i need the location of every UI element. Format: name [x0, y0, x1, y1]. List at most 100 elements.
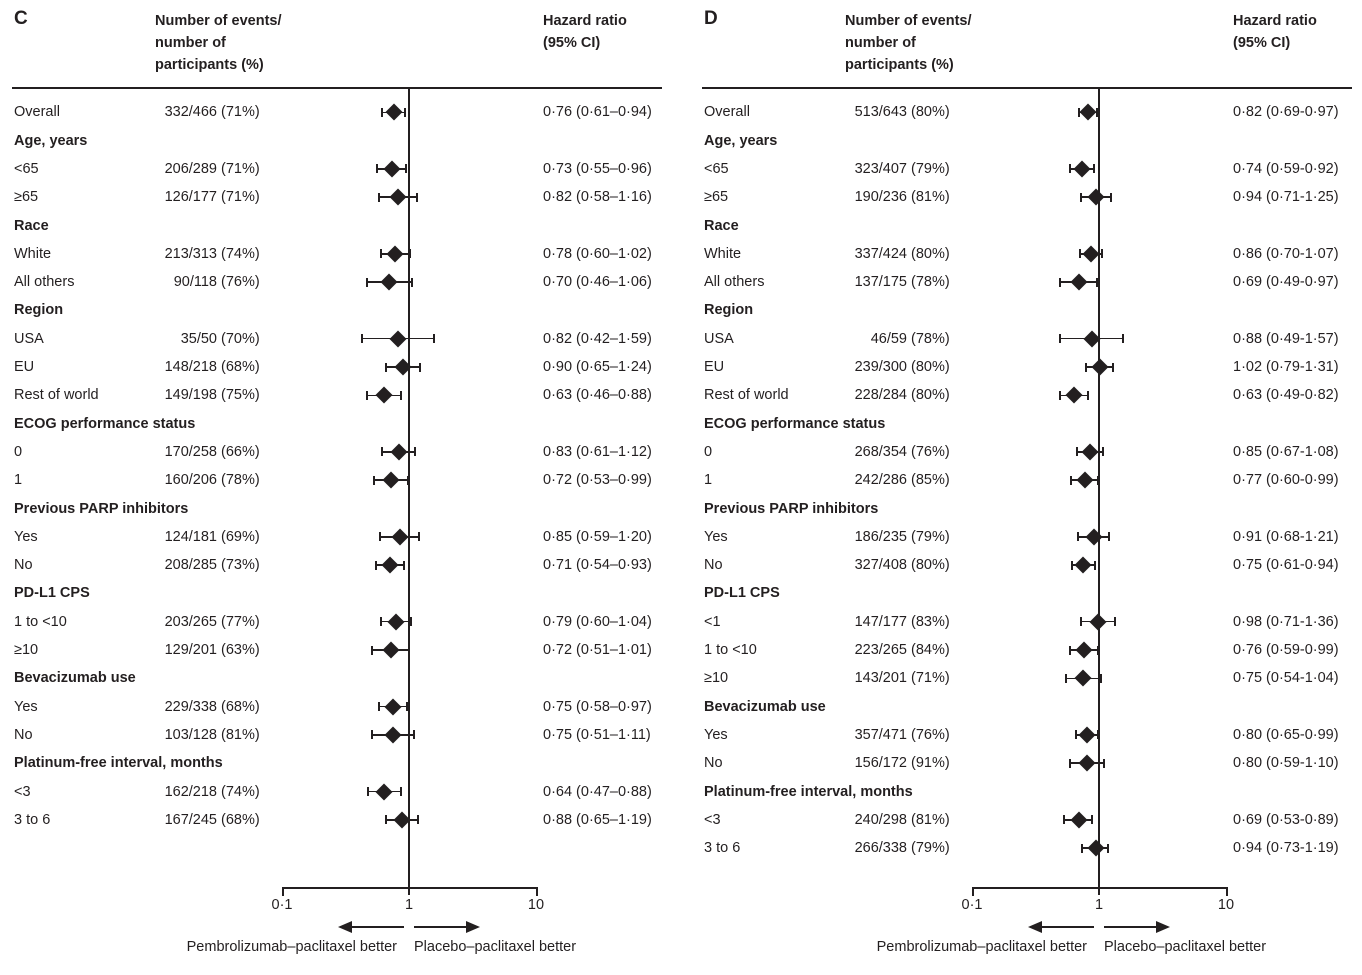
hazard-ratio-text: 0·78 (0·60–1·02) — [543, 245, 652, 262]
events-cell: 513/643 (80%) — [845, 103, 950, 121]
events-cell: 46/59 (78%) — [845, 330, 950, 348]
row-label: Rest of world — [14, 387, 99, 404]
events-percent: (73%) — [221, 557, 260, 574]
events-cell: 148/218 (68%) — [155, 358, 260, 376]
events-percent: (76%) — [911, 443, 950, 460]
hazard-ratio-text: 0·91 (0·68-1·21) — [1233, 528, 1339, 545]
events-cell: 90/118 (76%) — [155, 273, 260, 291]
events-header-line-3: participants (%) — [155, 57, 264, 73]
ci-cap-left — [381, 447, 384, 457]
ci-cap-right — [1101, 249, 1104, 259]
hr-point-marker — [384, 698, 402, 716]
ci-cap-right — [1095, 277, 1098, 287]
row-label: No — [14, 726, 33, 743]
ci-cap-left — [1069, 164, 1072, 174]
events-cell: 124/181 (69%) — [155, 528, 260, 546]
events-cell: 160/206 (78%) — [155, 471, 260, 489]
panel-letter: D — [704, 8, 718, 29]
arrow-left-line — [1042, 926, 1094, 928]
events-percent: (80%) — [911, 359, 950, 375]
subgroup-header: ECOG performance status — [14, 415, 196, 432]
events-percent: (68%) — [221, 811, 260, 828]
ci-cap-right — [410, 277, 413, 287]
ci-cap-left — [373, 475, 376, 485]
events-percent: (68%) — [221, 698, 260, 715]
ci-cap-right — [1094, 560, 1097, 570]
events-percent: (79%) — [911, 840, 950, 857]
ci-cap-left — [384, 815, 387, 825]
row-label: All others — [704, 274, 765, 291]
events-percent: (76%) — [911, 726, 950, 743]
events-percent: (79%) — [911, 528, 950, 545]
events-fraction: 513/643 — [854, 104, 907, 121]
events-fraction: 266/338 — [854, 840, 907, 857]
ci-cap-left — [1064, 673, 1067, 683]
events-fraction: 223/265 — [854, 642, 907, 658]
events-fraction: 332/466 — [164, 104, 217, 121]
subgroup-header: Bevacizumab use — [704, 698, 826, 715]
hazard-ratio-text: 0·75 (0·51–1·11) — [543, 726, 651, 743]
events-fraction: 213/313 — [164, 245, 217, 262]
hazard-ratio-text: 0·82 (0·58–1·16) — [543, 189, 652, 206]
events-fraction: 124/181 — [164, 528, 217, 545]
events-percent: (63%) — [221, 642, 260, 658]
ci-cap-right — [1096, 475, 1099, 485]
subgroup-header: Platinum-free interval, months — [14, 755, 223, 772]
events-fraction: 208/285 — [164, 557, 217, 574]
hazard-ratio-text: 0·71 (0·54–0·93) — [543, 557, 652, 574]
hazard-ratio-text: 0·90 (0·65–1·24) — [543, 359, 652, 375]
events-fraction: 337/424 — [854, 245, 907, 262]
hazard-ratio-text: 0·80 (0·65-0·99) — [1233, 726, 1339, 743]
events-header-line-1: Number of events/ — [155, 13, 282, 29]
row-label: 1 — [14, 472, 23, 489]
events-fraction: 149/198 — [164, 387, 217, 404]
arrow-right-line — [414, 926, 466, 928]
events-percent: (80%) — [911, 387, 950, 404]
events-cell: 170/258 (66%) — [155, 443, 260, 461]
events-cell: 186/235 (79%) — [845, 528, 950, 546]
events-fraction: 160/206 — [164, 472, 217, 489]
hazard-ratio-text: 0·80 (0·59-1·10) — [1233, 755, 1339, 772]
subgroup-header: Region — [14, 302, 64, 319]
axis-tick-label: 10 — [1217, 897, 1235, 913]
events-fraction: 126/177 — [164, 189, 217, 206]
events-fraction: 323/407 — [854, 160, 907, 177]
events-percent: (80%) — [911, 557, 950, 574]
ci-cap-right — [1114, 617, 1117, 627]
ci-cap-right — [1092, 164, 1095, 174]
events-percent: (78%) — [911, 330, 950, 347]
events-percent: (74%) — [221, 245, 260, 262]
row-label: 3 to 6 — [14, 811, 51, 828]
axis-tick-label: 10 — [527, 897, 545, 913]
hazard-ratio-text: 0·83 (0·61–1·12) — [543, 443, 652, 460]
hazard-ratio-text: 0·77 (0·60-0·99) — [1233, 472, 1339, 489]
events-cell: 213/313 (74%) — [155, 245, 260, 263]
ci-cap-left — [366, 787, 369, 796]
subgroup-header: Bevacizumab use — [14, 670, 136, 687]
events-percent: (83%) — [911, 613, 950, 630]
ci-cap-left — [365, 390, 368, 400]
row-label: White — [704, 245, 742, 262]
hr-point-marker — [1078, 754, 1096, 772]
arrow-right-icon — [466, 921, 480, 933]
hr-point-marker — [385, 103, 403, 121]
events-fraction: 148/218 — [164, 359, 217, 375]
events-cell: 147/177 (83%) — [845, 613, 950, 631]
events-fraction: 156/172 — [854, 755, 907, 772]
hr-point-marker — [389, 188, 407, 206]
hr-point-marker — [1070, 273, 1088, 291]
hazard-ratio-text: 0·76 (0·59-0·99) — [1233, 642, 1339, 658]
events-cell: 167/245 (68%) — [155, 811, 260, 829]
arrow-left-icon — [338, 921, 352, 933]
ci-cap-right — [406, 475, 409, 485]
subgroup-header: Previous PARP inhibitors — [704, 500, 879, 517]
hazard-ratio-text: 0·94 (0·71-1·25) — [1233, 189, 1339, 206]
hr-point-marker — [1074, 669, 1092, 687]
hazard-ratio-text: 0·88 (0·65–1·19) — [543, 811, 652, 828]
ci-cap-left — [360, 334, 363, 344]
events-fraction: 147/177 — [854, 613, 907, 630]
ci-cap-right — [1101, 447, 1104, 457]
axis-tick-right — [1226, 887, 1228, 896]
events-fraction: 90/118 — [173, 274, 217, 291]
events-cell: 223/265 (84%) — [845, 641, 950, 659]
